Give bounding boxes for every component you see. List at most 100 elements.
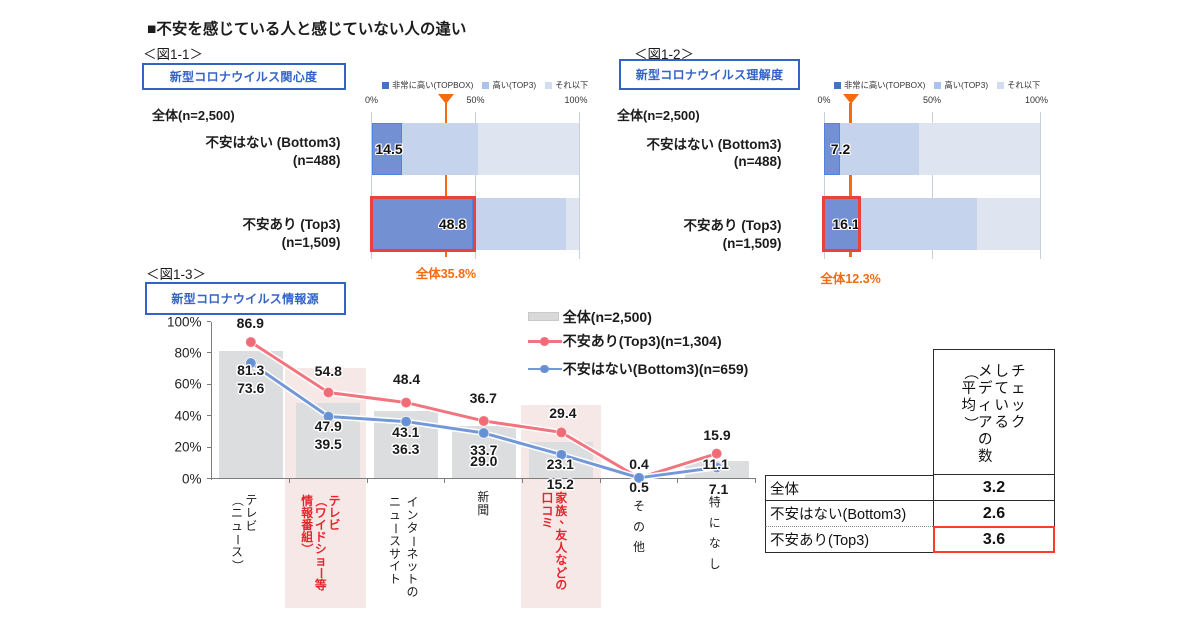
y-axis-tick-label: 40% xyxy=(174,408,202,424)
vertical-char: 等 xyxy=(314,578,327,592)
legend-item: 高い(TOP3) xyxy=(934,79,988,91)
line-blue-value-label: 0.5 xyxy=(629,478,649,495)
vertical-text-column: 新聞 xyxy=(476,490,490,517)
anxious-dot xyxy=(401,397,412,408)
vertical-char: （ xyxy=(961,365,978,380)
vertical-char: イ xyxy=(406,495,419,509)
vertical-char: ー xyxy=(230,533,245,546)
category-label: 不安はない (Bottom3) (n=488) xyxy=(442,136,782,171)
line-red-value-label: 29.4 xyxy=(549,404,577,421)
category-label-line1: 不安はない (Bottom3) xyxy=(646,136,782,152)
not-anxious-dot xyxy=(711,462,722,473)
vertical-char: 他 xyxy=(633,540,645,554)
table-row-label: 不安あり(Top3) xyxy=(765,526,933,553)
line-red-value-label: 86.9 xyxy=(236,314,264,331)
legend-label: 不安あり(Top3)(n=1,304) xyxy=(562,333,722,350)
stacked-bar: 16.1 xyxy=(822,196,1040,253)
fig2-title-box: 新型コロナウイルス理解度 xyxy=(619,59,800,90)
x-axis-tick: 100% xyxy=(564,95,588,105)
vertical-char: そ xyxy=(633,499,645,513)
vertical-char: ビ xyxy=(328,518,341,532)
legend-item: 非常に高い(TOPBOX) xyxy=(382,79,473,91)
not-anxious-dot xyxy=(478,428,489,439)
overall-marker-line xyxy=(444,103,448,257)
y-axis-tick-label: 20% xyxy=(174,439,202,455)
x-axis-tick: 0% xyxy=(364,95,379,105)
page-title: ■不安を感じている人と感じていない人の違い xyxy=(147,21,467,38)
overall-value-label: 11.1 xyxy=(702,455,729,472)
not-anxious-dot xyxy=(634,472,645,483)
category-label: 不安はない (Bottom3) (n=488) xyxy=(1,134,341,169)
overall-marker-label: 全体35.8% xyxy=(415,267,477,281)
vertical-char: イ xyxy=(314,518,327,532)
bar-segment-2 xyxy=(977,198,1040,251)
vertical-char: ュ xyxy=(231,519,243,533)
vertical-char: タ xyxy=(406,520,419,535)
vertical-char: 報 xyxy=(301,506,313,520)
overall-value-label: 33.7 xyxy=(470,441,498,458)
not-anxious-dot xyxy=(245,357,256,368)
category-label-line1: 不安あり (Top3) xyxy=(683,218,782,233)
category-label-line2: (n=1,509) xyxy=(281,234,341,250)
vertical-char: 聞 xyxy=(477,502,490,517)
overall-marker-icon xyxy=(842,94,859,104)
vertical-char: 家 xyxy=(555,491,568,506)
line-series-svg xyxy=(245,336,723,484)
x-axis-tick xyxy=(444,479,446,484)
vertical-char: 平 xyxy=(961,381,977,397)
x-axis-tick xyxy=(677,479,679,484)
legend-label: 高い(TOP3) xyxy=(944,80,989,90)
vertical-char: 数 xyxy=(978,449,993,465)
line-red-value-label: 54.8 xyxy=(314,363,342,379)
vertical-text-column: 情報番組） xyxy=(300,495,314,591)
y-axis-line xyxy=(210,321,212,481)
line-blue-value-label: 73.6 xyxy=(237,379,265,396)
line-red-value-label: 15.9 xyxy=(703,427,731,443)
bar-segment-2 xyxy=(918,123,1040,176)
legend-label: 非常に高い(TOPBOX) xyxy=(844,80,926,90)
overall-value-label: 47.9 xyxy=(314,418,342,434)
vertical-char: に xyxy=(708,515,721,530)
vertical-char: （ xyxy=(313,495,328,507)
table-header-cell: チェックしているメディアの数（平均） xyxy=(933,349,1055,475)
legend-item: 高い(TOP3) xyxy=(482,79,536,91)
stacked-bar: 14.5 xyxy=(371,123,580,176)
anxious-dot xyxy=(323,387,334,398)
vertical-char: ス xyxy=(389,533,401,548)
vertical-char: 均 xyxy=(961,398,977,414)
x-category-label: テレビ（ニュース） xyxy=(230,494,259,572)
bar-value-label: 16.1 xyxy=(832,216,860,233)
not-anxious-dot xyxy=(323,411,334,422)
vertical-char: ッ xyxy=(1011,398,1026,414)
gridline xyxy=(823,112,825,259)
bar-segment-1 xyxy=(401,123,478,176)
overall-marker-icon xyxy=(437,94,454,104)
x-category-label: テレビ（ワイドショー等情報番組） xyxy=(300,495,341,591)
table-row-value: 2.6 xyxy=(933,500,1055,526)
vertical-char: 番 xyxy=(301,518,313,532)
vertical-char: ュ xyxy=(389,507,401,522)
fig2-title: 新型コロナウイルス理解度 xyxy=(635,68,784,82)
legend-swatch xyxy=(934,81,942,89)
vertical-text-column: テレビ xyxy=(328,495,342,591)
y-axis-tick-label: 0% xyxy=(181,471,202,487)
table-row-value: 3.6 xyxy=(933,526,1055,553)
vertical-char: ク xyxy=(1011,415,1026,431)
x-axis-tick: 0% xyxy=(817,95,831,105)
table-row-value: 3.2 xyxy=(933,475,1055,500)
vertical-text-column: （ワイドショー等 xyxy=(314,495,328,591)
anxious-dot xyxy=(478,415,489,426)
category-label: 不安あり (Top3) (n=1,509) xyxy=(442,217,782,252)
vertical-char: コ xyxy=(541,503,554,518)
category-label-line2: (n=1,509) xyxy=(722,235,782,251)
vertical-char: し xyxy=(708,556,721,571)
bar-value-label: 7.2 xyxy=(830,141,851,158)
legend-dot-swatch xyxy=(540,337,550,346)
anxious-dot xyxy=(711,448,722,459)
vertical-char: ド xyxy=(314,530,327,544)
legend-swatch xyxy=(545,81,553,89)
not-anxious-dot xyxy=(401,416,412,427)
bar-segment-0 xyxy=(371,123,402,176)
overall-value-label: 43.1 xyxy=(392,424,420,441)
